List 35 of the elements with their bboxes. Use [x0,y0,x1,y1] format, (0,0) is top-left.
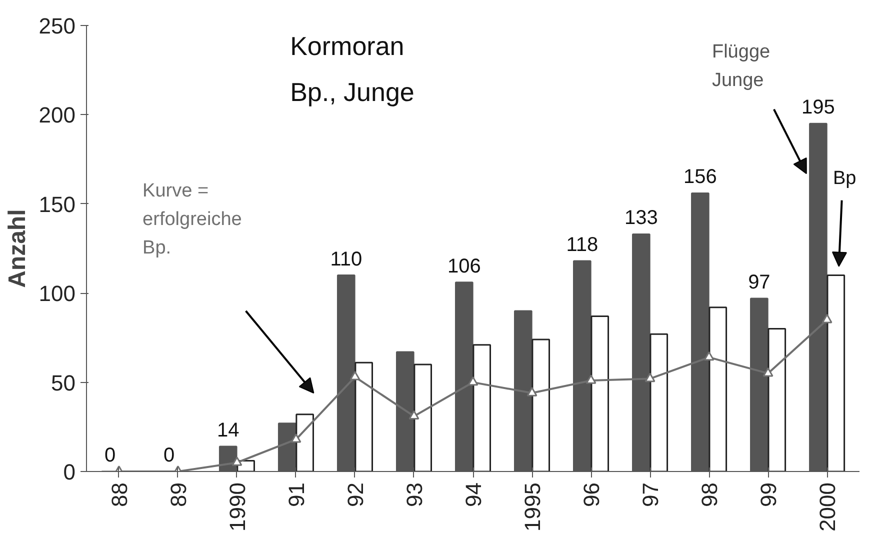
data-label: 133 [624,207,658,230]
x-tick-label: 89 [166,482,191,507]
x-tick-label: 2000 [815,482,840,532]
chart-title: Kormoran [290,30,404,61]
x-tick-label: 1990 [224,482,250,532]
y-axis-title: Anzahl [4,209,31,288]
x-tick-label: 98 [697,482,722,507]
x-tick-label: 1995 [520,482,546,532]
data-label: 106 [447,255,481,278]
data-label: 0 [164,444,175,466]
x-tick-label: 94 [461,482,486,507]
data-label: 110 [330,248,362,270]
data-label: 195 [802,96,835,119]
text: Flügge Junge [712,42,770,91]
text: Kurve = erfolgreiche Bp. [142,180,242,258]
x-tick-label: 97 [638,482,664,507]
x-tick-label: 96 [579,482,604,507]
x-tick-label: 91 [284,482,309,507]
data-label: 97 [748,271,770,294]
data-label: 14 [216,420,240,442]
x-tick-label: 92 [342,482,368,507]
text: Bp [832,168,856,190]
data-label: 0 [104,444,116,466]
x-tick-label: 93 [402,482,427,507]
text: Bp., Junge [290,77,414,108]
x-tick-label: 88 [106,482,132,507]
y-tick-label: 150 [38,192,76,217]
y-tick-label: 200 [38,102,76,128]
y-tick-label: 250 [38,14,76,38]
y-tick-label: 100 [38,281,76,306]
x-tick-label: 99 [756,482,782,507]
y-tick-label: 0 [63,460,76,484]
y-tick-label: 50 [51,370,76,396]
data-label: 118 [566,234,598,256]
data-label: 156 [683,166,717,188]
